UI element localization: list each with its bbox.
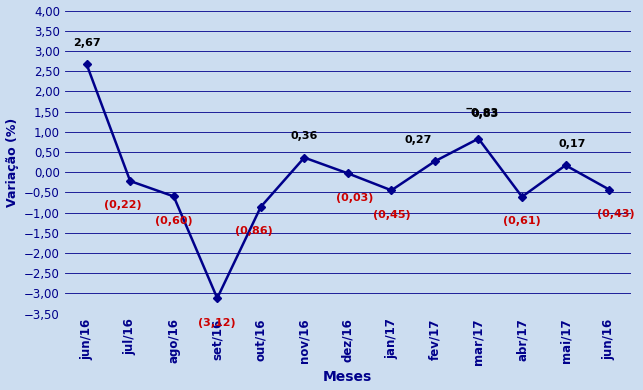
Text: (0,45): (0,45) xyxy=(372,210,410,220)
Text: 0,27: 0,27 xyxy=(404,135,432,145)
Text: ̅0,83: ̅0,83 xyxy=(472,108,499,118)
Text: 0,36: 0,36 xyxy=(291,131,318,141)
Text: (0,60): (0,60) xyxy=(155,216,192,226)
Text: (0,03): (0,03) xyxy=(336,193,374,203)
X-axis label: Meses: Meses xyxy=(323,370,372,385)
Text: 0,17: 0,17 xyxy=(559,138,586,149)
Y-axis label: Variação (%): Variação (%) xyxy=(6,117,19,207)
Text: (0,22): (0,22) xyxy=(104,200,142,211)
Text: 0,83: 0,83 xyxy=(472,109,499,119)
Text: (3,12): (3,12) xyxy=(199,317,236,328)
Text: (0,61): (0,61) xyxy=(503,216,541,226)
Text: (0,86): (0,86) xyxy=(235,226,273,236)
Text: 2,67: 2,67 xyxy=(73,37,100,48)
Text: (0,43): (0,43) xyxy=(597,209,635,219)
